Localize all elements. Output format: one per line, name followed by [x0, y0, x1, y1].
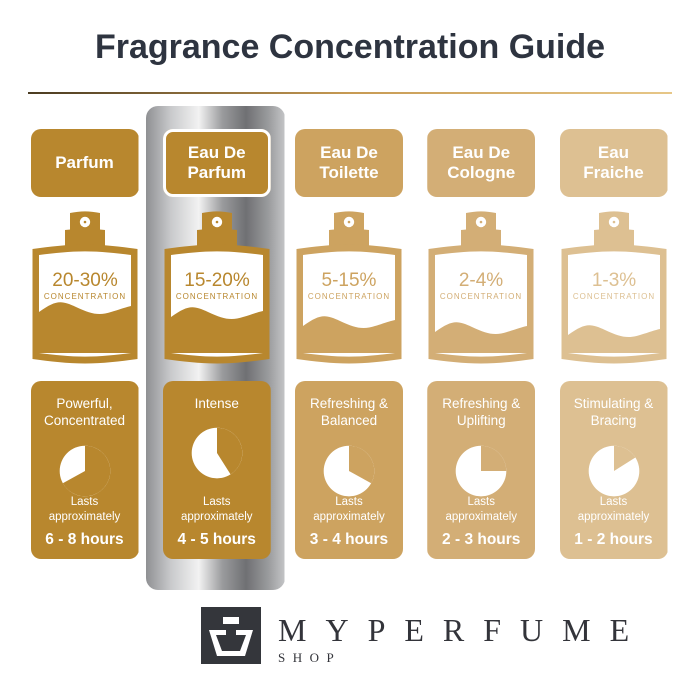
svg-text:15-20%: 15-20%: [184, 270, 250, 291]
svg-text:CONCENTRATION: CONCENTRATION: [176, 292, 258, 301]
svg-text:CONCENTRATION: CONCENTRATION: [308, 292, 390, 301]
svg-text:1-3%: 1-3%: [591, 270, 635, 291]
svg-text:CONCENTRATION: CONCENTRATION: [440, 292, 522, 301]
svg-text:CONCENTRATION: CONCENTRATION: [572, 292, 654, 301]
svg-text:20-30%: 20-30%: [52, 270, 118, 291]
svg-text:2-4%: 2-4%: [459, 270, 503, 291]
svg-text:5-15%: 5-15%: [322, 270, 377, 291]
svg-text:CONCENTRATION: CONCENTRATION: [43, 292, 125, 301]
